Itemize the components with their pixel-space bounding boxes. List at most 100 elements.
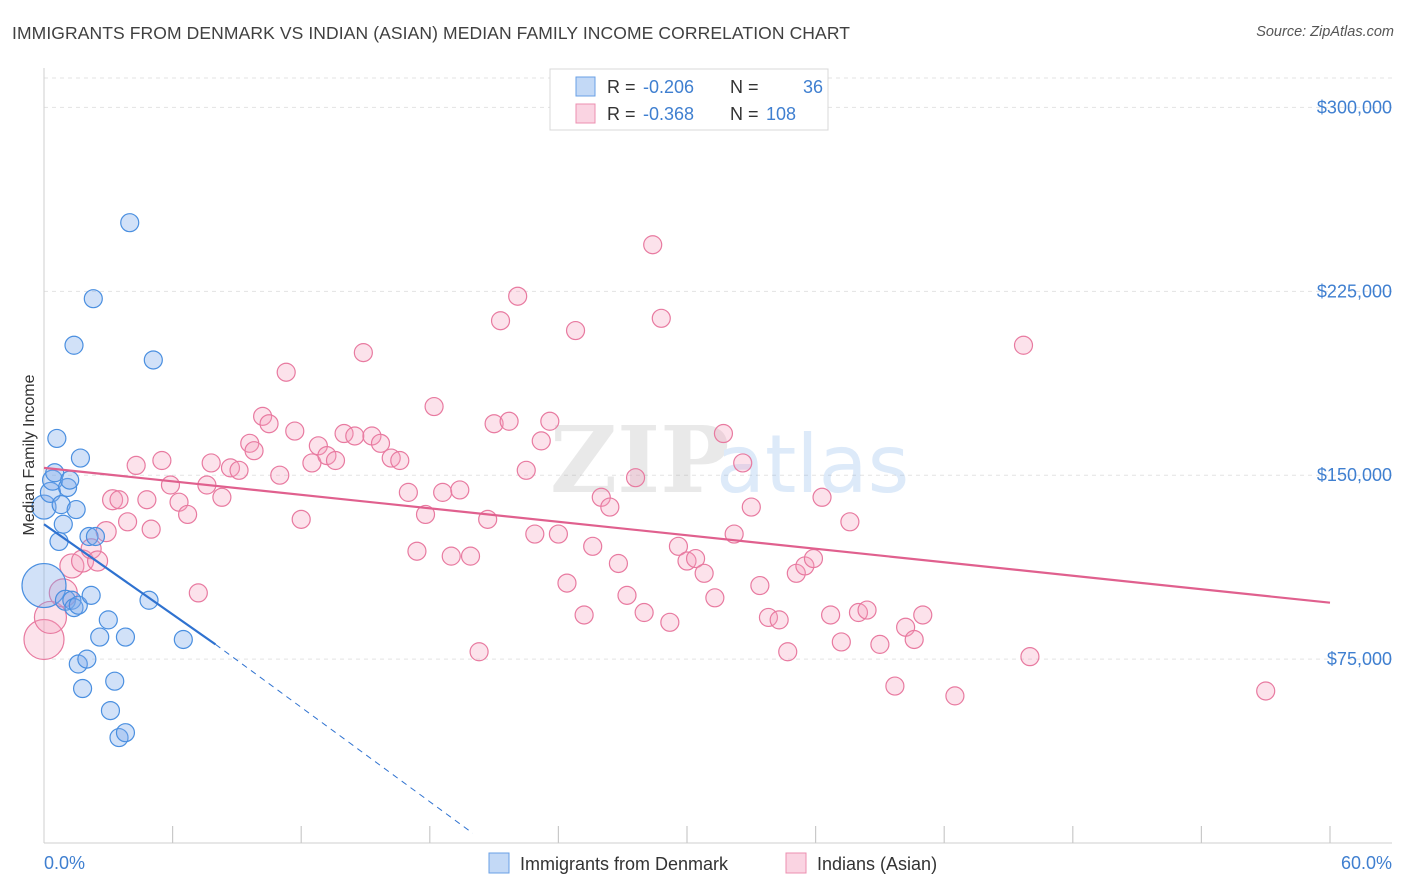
bottom-legend: Immigrants from Denmark Indians (Asian)	[488, 852, 937, 874]
indian-point-37	[345, 426, 365, 446]
indian-point-30	[285, 421, 305, 441]
indian-point-84	[750, 575, 770, 596]
indian-point-12	[137, 490, 157, 510]
indian-point-51	[469, 642, 489, 662]
denmark-point-7	[51, 495, 71, 515]
indian-point-58	[525, 524, 545, 544]
top-legend-swatch-pink	[575, 103, 596, 124]
indian-point-79	[705, 588, 725, 608]
denmark-point-31	[115, 723, 136, 743]
indian-point-46	[424, 396, 444, 417]
denmark-trend-extension	[215, 643, 473, 834]
indian-point-81	[724, 524, 744, 544]
indian-point-50	[460, 546, 481, 566]
indian-point-104	[1020, 647, 1040, 667]
denmark-point-34	[143, 350, 163, 370]
indian-point-26	[253, 406, 273, 426]
legend-r-value-2: -0.368	[643, 104, 694, 124]
denmark-point-16	[68, 595, 88, 615]
top-legend: R = -0.206 N = 36 R = -0.368 N = 108	[549, 68, 829, 131]
denmark-point-11	[60, 470, 80, 490]
indian-point-78	[694, 563, 714, 583]
indian-point-98	[885, 676, 905, 696]
indian-point-3	[59, 553, 85, 579]
indian-point-61	[548, 524, 569, 544]
indian-point-27	[259, 414, 279, 434]
indian-point-94	[840, 512, 860, 532]
indian-point-42	[390, 450, 410, 471]
legend-r-label-2: R =	[607, 104, 636, 124]
denmark-point-26	[98, 610, 118, 630]
denmark-point-20	[77, 649, 97, 669]
indian-point-53	[484, 414, 504, 434]
indian-point-86	[769, 610, 789, 630]
denmark-point-24	[85, 526, 106, 547]
denmark-point-21	[79, 526, 99, 547]
indian-point-10	[117, 512, 138, 532]
indian-point-15	[160, 475, 181, 495]
indian-point-57	[516, 460, 536, 480]
y-tick-labels: $75,000 $150,000 $225,000 $300,000	[1317, 97, 1392, 669]
indian-point-97	[870, 634, 890, 654]
indian-point-101	[913, 605, 933, 625]
indian-point-102	[945, 686, 965, 706]
top-legend-box	[549, 68, 829, 131]
indian-point-80	[713, 423, 734, 444]
indian-point-31	[291, 509, 311, 529]
series-immigrants-denmark	[21, 213, 193, 748]
indian-point-82	[733, 453, 753, 473]
y-axis-title: Median Family Income	[21, 374, 38, 535]
bottom-legend-label-denmark: Immigrants from Denmark	[520, 854, 729, 874]
indian-point-93	[831, 632, 851, 652]
y-tick-label-2: $225,000	[1317, 281, 1392, 301]
indian-point-96	[857, 600, 877, 620]
denmark-point-10	[57, 477, 78, 498]
axes	[43, 68, 1392, 844]
indian-point-69	[617, 585, 637, 605]
indian-point-48	[441, 546, 461, 566]
indian-point-77	[685, 548, 706, 569]
indian-point-65	[583, 536, 603, 556]
indian-point-25	[244, 441, 264, 461]
indian-point-1	[33, 600, 68, 635]
indian-point-29	[276, 362, 296, 382]
y-tick-label-1: $150,000	[1317, 465, 1392, 485]
bottom-legend-swatch-blue	[488, 852, 510, 874]
indian-point-49	[450, 480, 470, 500]
denmark-point-22	[81, 585, 101, 605]
indian-point-72	[643, 235, 663, 255]
denmark-point-28	[105, 671, 125, 691]
indian-point-60	[540, 411, 560, 431]
denmark-point-15	[66, 499, 86, 520]
indian-point-38	[353, 343, 373, 363]
indian-point-75	[668, 536, 689, 556]
legend-r-label-1: R =	[607, 77, 636, 97]
indian-point-55	[499, 411, 519, 431]
indian-point-54	[490, 311, 511, 331]
indian-point-8	[101, 489, 124, 511]
indian-point-90	[803, 548, 824, 569]
legend-n-value-2: 108	[766, 104, 796, 124]
top-legend-swatch-blue	[575, 76, 596, 97]
indian-point-17	[178, 504, 198, 525]
legend-n-label-1: N =	[730, 77, 759, 97]
denmark-point-25	[90, 627, 110, 647]
denmark-point-19	[72, 678, 93, 699]
chart-title: IMMIGRANTS FROM DENMARK VS INDIAN (ASIAN…	[12, 23, 851, 43]
indian-point-44	[407, 541, 427, 561]
indian-point-47	[433, 482, 453, 502]
denmark-trend-line	[43, 523, 217, 646]
bottom-legend-swatch-pink	[785, 852, 807, 874]
indian-point-56	[508, 286, 528, 306]
legend-n-label-2: N =	[730, 104, 759, 124]
indian-point-28	[270, 465, 290, 485]
indian-point-105	[1256, 681, 1276, 701]
x-tick-labels: 0.0% 60.0%	[44, 853, 1392, 873]
denmark-point-18	[70, 448, 91, 468]
indian-point-71	[634, 602, 654, 623]
denmark-point-35	[173, 629, 193, 650]
denmark-point-0	[21, 562, 67, 609]
indian-point-100	[904, 629, 924, 650]
indian-point-103	[1013, 335, 1034, 355]
